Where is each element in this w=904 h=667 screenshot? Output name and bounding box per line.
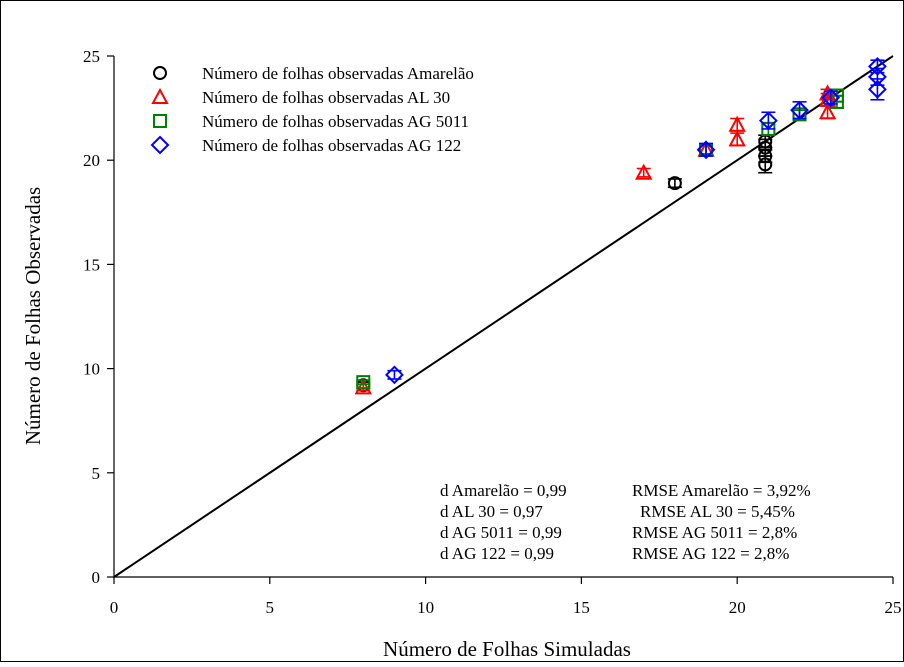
data-point — [667, 176, 682, 191]
legend-symbol-diamond — [150, 135, 170, 155]
data-point — [868, 67, 887, 87]
legend-label: Número de folhas observadas AG 5011 — [202, 112, 469, 131]
legend-symbol-circle — [153, 66, 167, 80]
legend-symbol-triangle — [151, 87, 169, 104]
y-tick-label: 25 — [83, 47, 100, 66]
data-point — [696, 140, 716, 160]
stats-annotations: d Amarelão = 0,99 RMSE Amarelão = 3,92% d … — [440, 481, 811, 563]
y-tick-label: 10 — [83, 360, 100, 379]
data-point — [868, 57, 887, 76]
stat-rmse-label: RMSE AL 30 = 5,45% — [640, 502, 795, 521]
stat-rmse-label: RMSE AG 5011 = 2,8% — [632, 523, 797, 542]
y-tick-label: 15 — [83, 255, 100, 274]
data-point — [728, 115, 746, 132]
stat-rmse-label: RMSE AG 122 = 2,8% — [632, 544, 789, 563]
data-point — [354, 378, 372, 395]
stat-d-label: d AL 30 = 0,97 — [440, 502, 543, 521]
x-tick-label: 10 — [417, 598, 434, 617]
x-tick-label: 0 — [110, 598, 119, 617]
data-point — [821, 88, 841, 108]
legend-label: Número de folhas observadas Amarelão — [202, 64, 474, 83]
stat-d-label: d AG 122 = 0,99 — [440, 544, 554, 563]
stat-d-label: d Amarelão = 0,99 — [440, 481, 567, 500]
data-point — [868, 79, 887, 99]
y-tick-label: 0 — [92, 568, 101, 587]
legend-label: Número de folhas observadas AL 30 — [202, 88, 450, 107]
data-point — [758, 111, 778, 131]
x-tick-label: 5 — [266, 598, 275, 617]
x-tick-label: 20 — [729, 598, 746, 617]
legend-label: Número de folhas observadas AG 122 — [202, 136, 461, 155]
data-point — [385, 365, 404, 385]
series-diamond — [385, 57, 887, 385]
y-axis-title: Número de Folhas Observadas — [21, 187, 45, 445]
y-tick-label: 20 — [83, 151, 100, 170]
axes: 0 5 10 15 20 25 0 5 10 15 20 25 — [83, 47, 902, 617]
data-point — [635, 163, 653, 180]
data-marks — [354, 57, 887, 395]
y-tick-label: 5 — [92, 464, 101, 483]
data-point — [728, 130, 746, 147]
legend: Número de folhas observadas Amarelão Núme… — [150, 64, 474, 155]
data-point — [818, 103, 837, 120]
x-tick-label: 25 — [885, 598, 902, 617]
x-axis-title: Número de Folhas Simuladas — [383, 637, 631, 661]
data-point — [356, 375, 371, 390]
x-tick-label: 15 — [573, 598, 590, 617]
data-point — [790, 100, 809, 120]
stat-rmse-label: RMSE Amarelão = 3,92% — [632, 481, 811, 500]
legend-symbol-square — [153, 114, 167, 128]
stat-d-label: d AG 5011 = 0,99 — [440, 523, 562, 542]
